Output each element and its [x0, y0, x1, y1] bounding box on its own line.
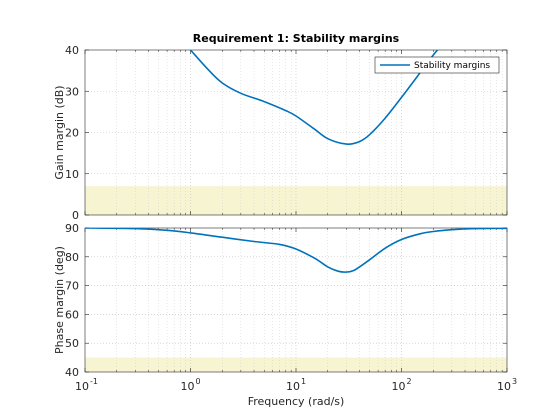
x-tick-label: 10	[75, 380, 89, 393]
x-axis-label: Frequency (rad/s)	[248, 395, 345, 408]
gain-margin-y-axis-label: Gain margin (dB)	[53, 85, 66, 179]
y-tick-label: 50	[65, 337, 79, 350]
chart-title: Requirement 1: Stability margins	[193, 32, 400, 45]
phase-margin-y-axis-label: Phase margin (deg)	[53, 246, 66, 354]
y-tick-label: 10	[65, 168, 79, 181]
y-tick-label: 80	[65, 251, 79, 264]
legend-entry-stability-margins: Stability margins	[414, 61, 490, 71]
x-tick-exponent: 3	[512, 377, 517, 386]
y-tick-label: 20	[65, 127, 79, 140]
y-tick-label: 0	[72, 209, 79, 222]
y-tick-label: 40	[65, 366, 79, 379]
x-tick-exponent: -1	[90, 377, 98, 386]
x-tick-exponent: 1	[301, 377, 306, 386]
y-tick-label: 60	[65, 308, 79, 321]
x-tick-label: 10	[286, 380, 300, 393]
x-tick-exponent: 2	[407, 377, 412, 386]
legend[interactable]: Stability margins	[375, 57, 499, 73]
y-tick-label: 40	[65, 44, 79, 57]
x-tick-label: 10	[181, 380, 195, 393]
y-tick-label: 70	[65, 280, 79, 293]
x-tick-label: 10	[392, 380, 406, 393]
x-tick-exponent: 0	[196, 377, 201, 386]
x-tick-label: 10	[497, 380, 511, 393]
y-tick-label: 90	[65, 222, 79, 235]
y-tick-label: 30	[65, 85, 79, 98]
